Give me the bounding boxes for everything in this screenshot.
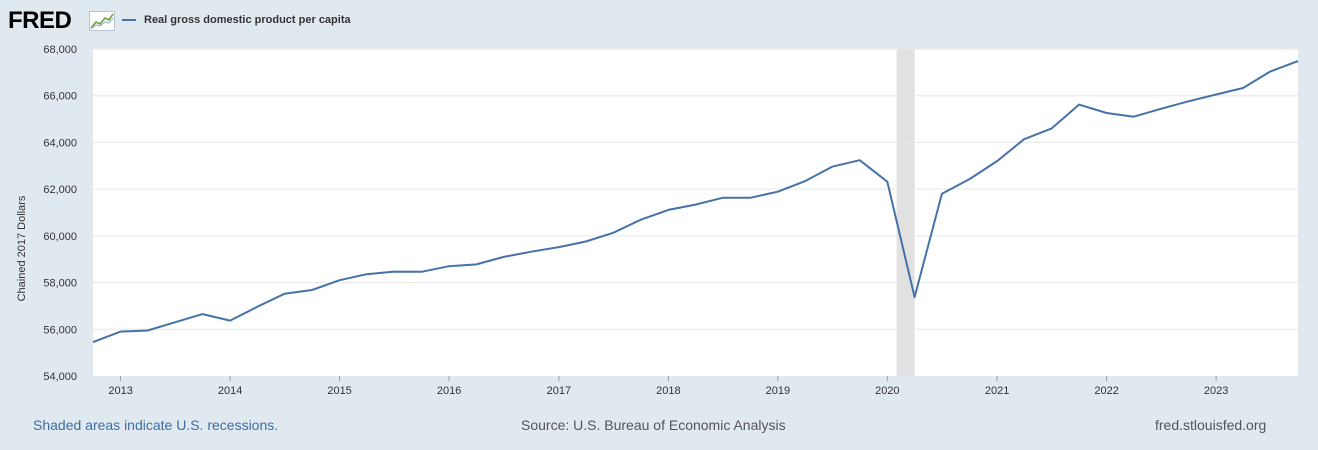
y-tick-label: 68,000 bbox=[43, 44, 77, 56]
y-axis-label: Chained 2017 Dollars bbox=[16, 195, 28, 301]
y-axis-ticks: 54,000 56,000 58,000 60,000 62,000 64,000 66,0… bbox=[43, 44, 77, 383]
line-chart-icon bbox=[89, 11, 115, 31]
legend-series-label: Real gross domestic product per capita bbox=[144, 14, 351, 26]
x-axis-ticks: 2013 2014 2015 2016 2017 2018 2019 2020 2021 2022… bbox=[108, 376, 1228, 397]
source-text: Source: U.S. Bureau of Economic Analysis bbox=[521, 417, 786, 433]
x-tick-label: 2016 bbox=[437, 385, 461, 397]
x-tick-label: 2015 bbox=[327, 385, 351, 397]
series-line bbox=[92, 60, 1299, 344]
plot-area bbox=[93, 49, 1298, 376]
recession-band bbox=[896, 49, 915, 376]
recession-note-link[interactable]: Shaded areas indicate U.S. recessions. bbox=[33, 417, 279, 433]
x-tick-label: 2020 bbox=[875, 385, 899, 397]
x-tick-label: 2023 bbox=[1204, 385, 1228, 397]
x-tick-label: 2018 bbox=[656, 385, 680, 397]
x-tick-label: 2017 bbox=[547, 385, 571, 397]
y-gridlines bbox=[93, 48, 1298, 330]
y-tick-label: 60,000 bbox=[43, 231, 77, 243]
y-tick-label: 58,000 bbox=[43, 278, 77, 290]
x-tick-label: 2014 bbox=[218, 385, 242, 397]
header: FRED Real gross domestic product per cap… bbox=[0, 0, 1318, 40]
y-tick-label: 54,000 bbox=[43, 371, 77, 383]
x-tick-label: 2022 bbox=[1094, 385, 1118, 397]
x-tick-label: 2021 bbox=[985, 385, 1009, 397]
x-tick-label: 2019 bbox=[766, 385, 790, 397]
site-link[interactable]: fred.stlouisfed.org bbox=[1155, 417, 1267, 433]
y-tick-label: 64,000 bbox=[43, 137, 77, 149]
x-tick-label: 2013 bbox=[108, 385, 132, 397]
y-tick-label: 62,000 bbox=[43, 184, 77, 196]
y-tick-label: 66,000 bbox=[43, 91, 77, 103]
series-group bbox=[92, 60, 1299, 344]
legend-swatch bbox=[122, 19, 136, 21]
y-tick-label: 56,000 bbox=[43, 324, 77, 336]
recession-shading bbox=[896, 49, 915, 376]
chart-legend[interactable]: Real gross domestic product per capita bbox=[122, 12, 351, 28]
fred-logo[interactable]: FRED bbox=[8, 7, 72, 34]
